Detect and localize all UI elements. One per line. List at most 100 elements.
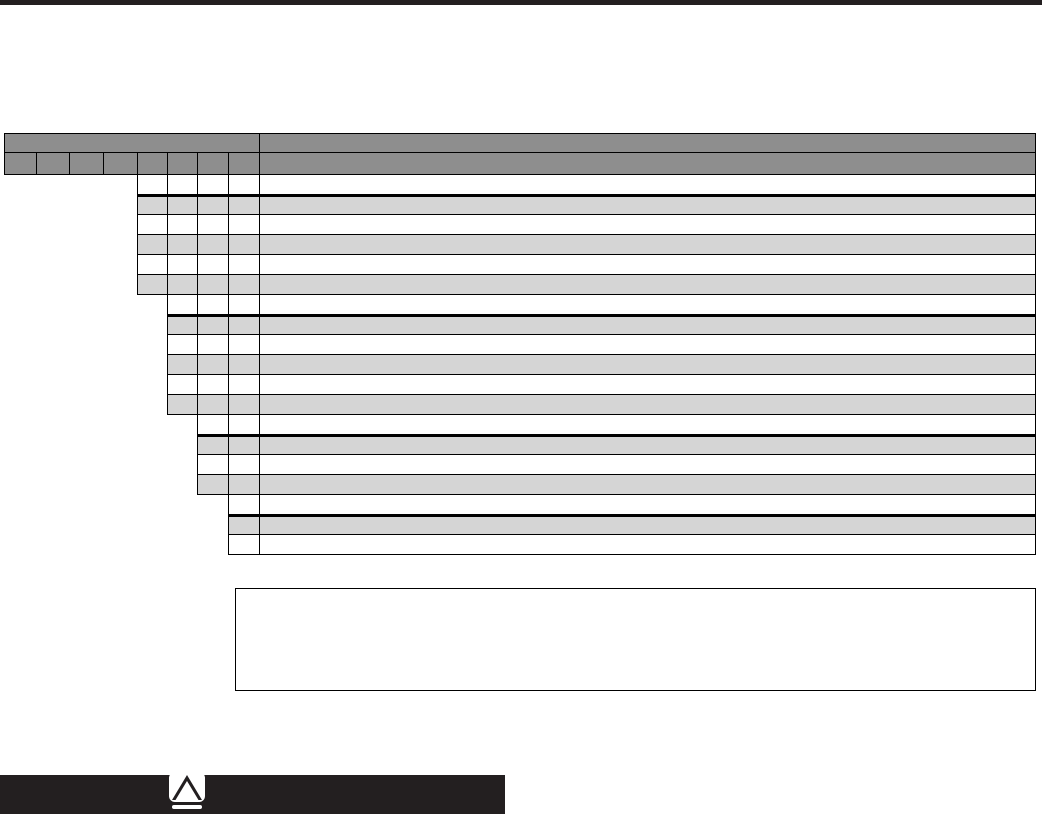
row-checkbox-cell-8[interactable] — [228, 435, 259, 455]
top-rule — [0, 0, 1042, 5]
row-checkbox-cell-6[interactable] — [167, 315, 197, 335]
row-checkbox-cell-7[interactable] — [197, 395, 228, 415]
header-sub-cell-4 — [103, 153, 137, 175]
row-checkbox-cell-7[interactable] — [197, 475, 228, 495]
row-indent-spacer — [4, 175, 137, 195]
header-sub-cell-8 — [228, 153, 259, 175]
row-checkbox-cell-7[interactable] — [197, 435, 228, 455]
table-row[interactable] — [4, 195, 1036, 215]
row-checkbox-cell-7[interactable] — [197, 335, 228, 355]
row-checkbox-cell-6[interactable] — [167, 295, 197, 315]
row-description-cell[interactable] — [259, 295, 1036, 315]
table-row[interactable] — [4, 215, 1036, 235]
row-description-cell[interactable] — [259, 415, 1036, 435]
row-checkbox-cell-7[interactable] — [197, 355, 228, 375]
row-indent-spacer — [4, 315, 167, 335]
notes-box[interactable] — [235, 588, 1036, 691]
row-description-cell[interactable] — [259, 315, 1036, 335]
row-checkbox-cell-6[interactable] — [167, 235, 197, 255]
table-row[interactable] — [4, 435, 1036, 455]
row-checkbox-cell-7[interactable] — [197, 175, 228, 195]
row-checkbox-cell-6[interactable] — [167, 375, 197, 395]
table-row[interactable] — [4, 495, 1036, 515]
row-checkbox-cell-8[interactable] — [228, 455, 259, 475]
row-checkbox-cell-8[interactable] — [228, 495, 259, 515]
row-checkbox-cell-8[interactable] — [228, 515, 259, 535]
table-row[interactable] — [4, 315, 1036, 335]
row-checkbox-cell-6[interactable] — [167, 355, 197, 375]
table-row[interactable] — [4, 535, 1036, 555]
row-checkbox-cell-8[interactable] — [228, 355, 259, 375]
header-sub-cell-5 — [137, 153, 167, 175]
row-description-cell[interactable] — [259, 375, 1036, 395]
row-checkbox-cell-6[interactable] — [167, 395, 197, 415]
table-header-sub-row — [4, 153, 1036, 175]
row-checkbox-cell-6[interactable] — [167, 195, 197, 215]
row-checkbox-cell-5[interactable] — [137, 255, 167, 275]
row-description-cell[interactable] — [259, 455, 1036, 475]
row-checkbox-cell-6[interactable] — [167, 215, 197, 235]
row-checkbox-cell-8[interactable] — [228, 395, 259, 415]
row-checkbox-cell-8[interactable] — [228, 215, 259, 235]
row-checkbox-cell-8[interactable] — [228, 175, 259, 195]
table-row[interactable] — [4, 235, 1036, 255]
row-checkbox-cell-8[interactable] — [228, 275, 259, 295]
row-checkbox-cell-5[interactable] — [137, 175, 167, 195]
row-checkbox-cell-7[interactable] — [197, 375, 228, 395]
row-checkbox-cell-5[interactable] — [137, 195, 167, 215]
row-checkbox-cell-8[interactable] — [228, 255, 259, 275]
row-checkbox-cell-6[interactable] — [167, 335, 197, 355]
row-description-cell[interactable] — [259, 255, 1036, 275]
row-description-cell[interactable] — [259, 275, 1036, 295]
table-row[interactable] — [4, 415, 1036, 435]
row-checkbox-cell-8[interactable] — [228, 415, 259, 435]
row-checkbox-cell-8[interactable] — [228, 235, 259, 255]
row-checkbox-cell-6[interactable] — [167, 175, 197, 195]
row-description-cell[interactable] — [259, 475, 1036, 495]
row-checkbox-cell-5[interactable] — [137, 215, 167, 235]
row-description-cell[interactable] — [259, 195, 1036, 215]
row-checkbox-cell-7[interactable] — [197, 315, 228, 335]
table-row[interactable] — [4, 355, 1036, 375]
row-description-cell[interactable] — [259, 235, 1036, 255]
row-checkbox-cell-8[interactable] — [228, 375, 259, 395]
table-row[interactable] — [4, 175, 1036, 195]
row-checkbox-cell-5[interactable] — [137, 235, 167, 255]
row-description-cell[interactable] — [259, 355, 1036, 375]
row-checkbox-cell-7[interactable] — [197, 275, 228, 295]
table-row[interactable] — [4, 515, 1036, 535]
row-description-cell[interactable] — [259, 335, 1036, 355]
row-checkbox-cell-7[interactable] — [197, 455, 228, 475]
row-checkbox-cell-8[interactable] — [228, 195, 259, 215]
table-row[interactable] — [4, 455, 1036, 475]
row-checkbox-cell-7[interactable] — [197, 235, 228, 255]
row-checkbox-cell-5[interactable] — [137, 275, 167, 295]
row-checkbox-cell-7[interactable] — [197, 215, 228, 235]
row-description-cell[interactable] — [259, 495, 1036, 515]
table-row[interactable] — [4, 275, 1036, 295]
table-row[interactable] — [4, 255, 1036, 275]
row-checkbox-cell-8[interactable] — [228, 535, 259, 555]
row-description-cell[interactable] — [259, 395, 1036, 415]
row-checkbox-cell-7[interactable] — [197, 295, 228, 315]
table-row[interactable] — [4, 335, 1036, 355]
table-row[interactable] — [4, 375, 1036, 395]
row-description-cell[interactable] — [259, 435, 1036, 455]
row-description-cell[interactable] — [259, 515, 1036, 535]
row-checkbox-cell-6[interactable] — [167, 275, 197, 295]
row-checkbox-cell-6[interactable] — [167, 255, 197, 275]
table-row[interactable] — [4, 475, 1036, 495]
row-checkbox-cell-8[interactable] — [228, 295, 259, 315]
table-row[interactable] — [4, 295, 1036, 315]
row-checkbox-cell-7[interactable] — [197, 415, 228, 435]
row-description-cell[interactable] — [259, 215, 1036, 235]
row-indent-spacer — [4, 375, 167, 395]
row-checkbox-cell-8[interactable] — [228, 315, 259, 335]
row-description-cell[interactable] — [259, 175, 1036, 195]
row-checkbox-cell-8[interactable] — [228, 335, 259, 355]
row-checkbox-cell-7[interactable] — [197, 195, 228, 215]
table-row[interactable] — [4, 395, 1036, 415]
row-description-cell[interactable] — [259, 535, 1036, 555]
row-checkbox-cell-8[interactable] — [228, 475, 259, 495]
row-checkbox-cell-7[interactable] — [197, 255, 228, 275]
